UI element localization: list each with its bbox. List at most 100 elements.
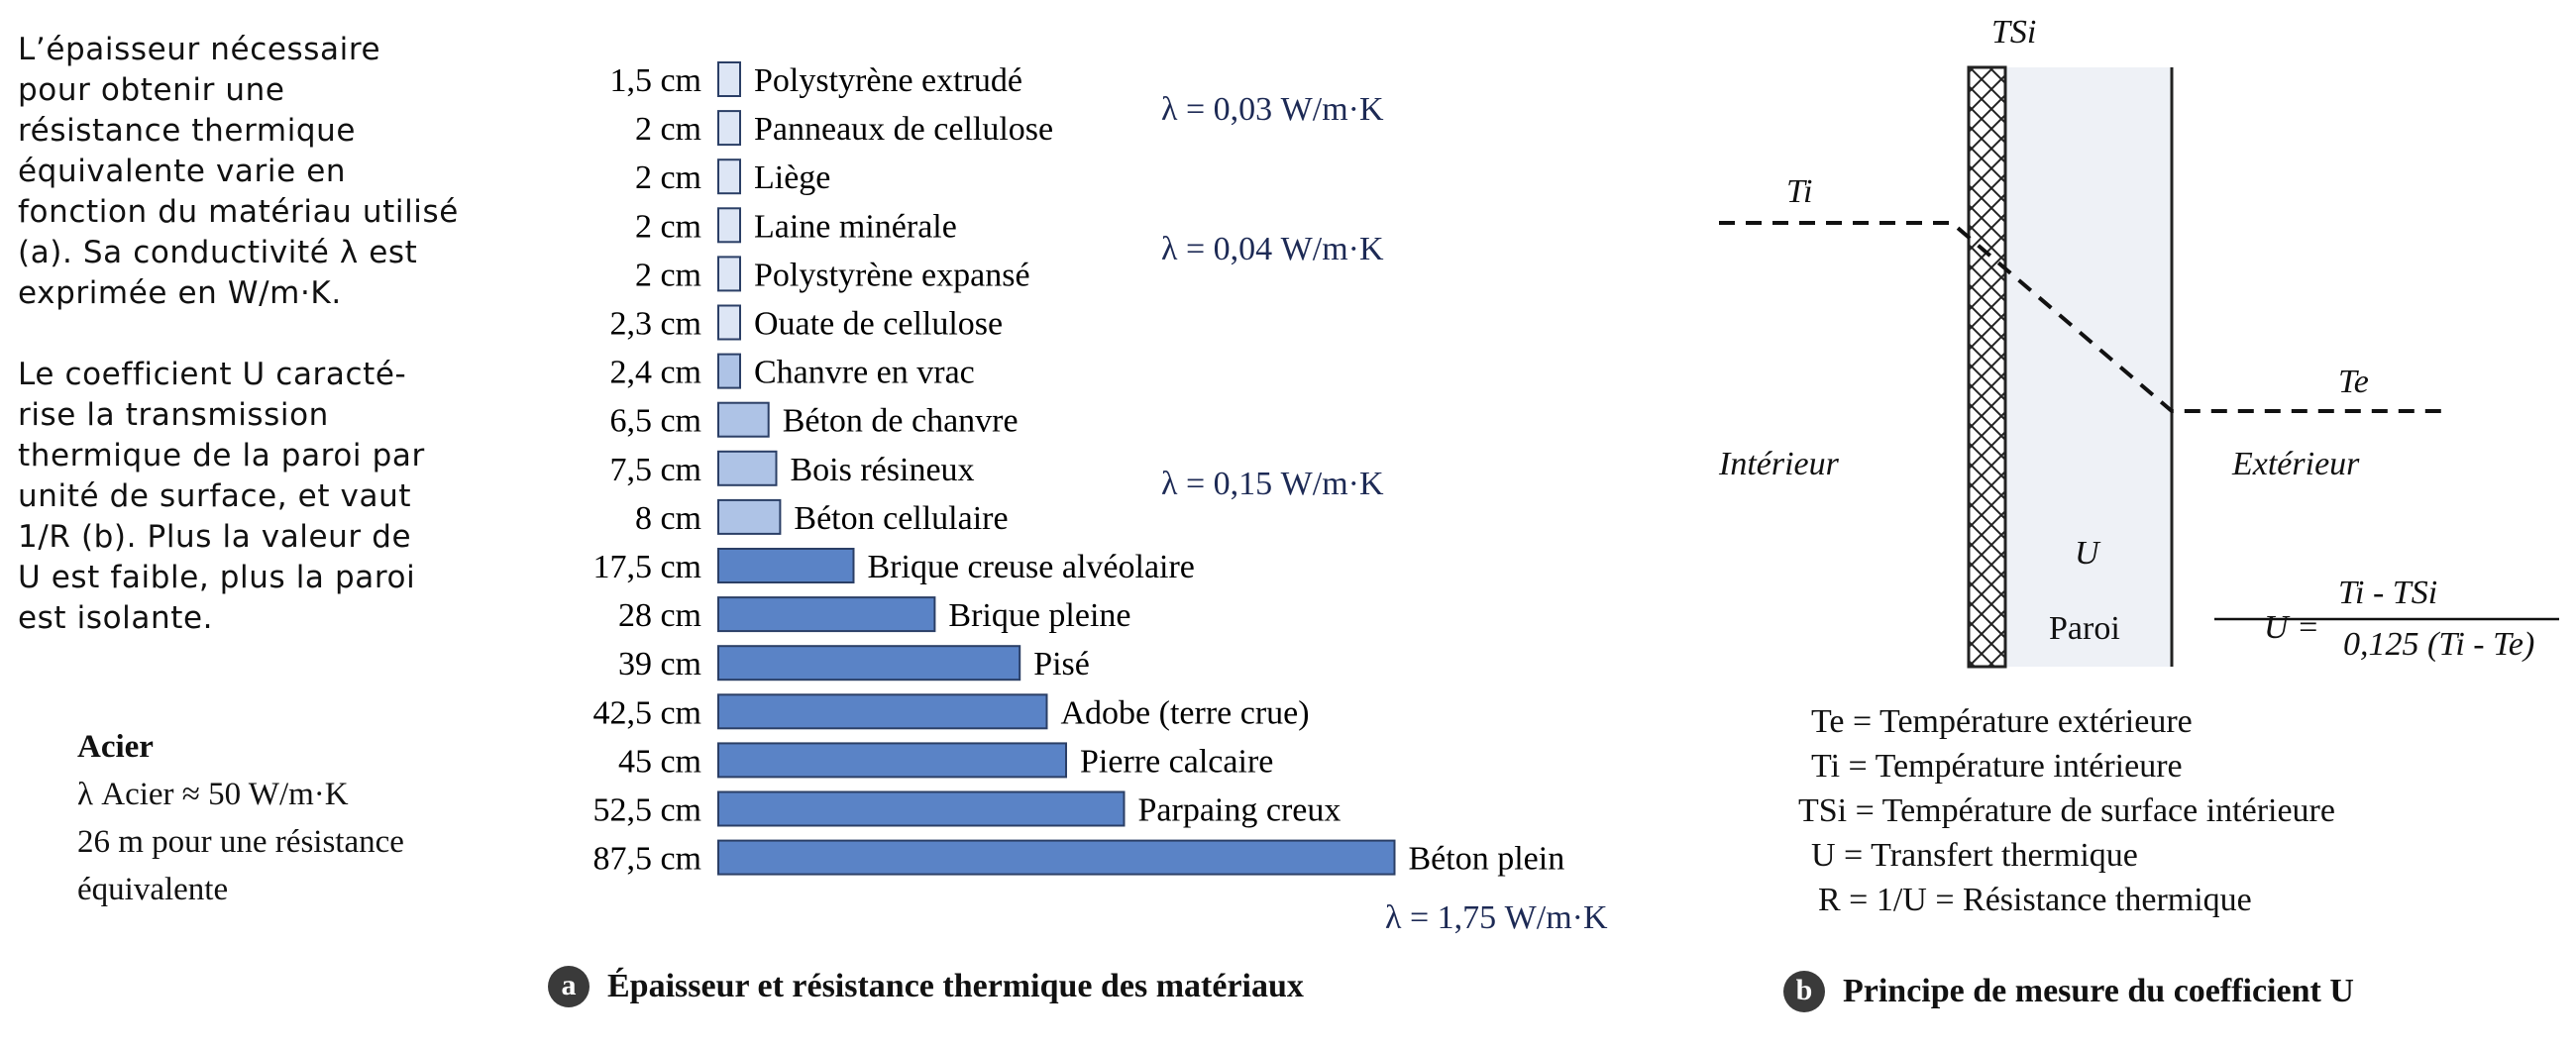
- steel-title: Acier: [77, 729, 154, 765]
- bar-12: [717, 645, 1021, 682]
- value-label-9: 8 cm: [635, 500, 701, 537]
- intro-p2-line-2: thermique de la paroi par: [18, 438, 425, 473]
- category-label-9: Béton cellulaire: [794, 500, 1008, 537]
- intro-p2-line-6: est isolante.: [18, 600, 214, 636]
- bar-16: [717, 839, 1396, 876]
- bar-0: [717, 61, 741, 97]
- value-label-10: 17,5 cm: [592, 549, 701, 585]
- category-label-8: Bois résineux: [791, 452, 975, 488]
- bar-5: [717, 304, 741, 341]
- insulation-layer: [1967, 65, 2007, 669]
- category-label-4: Polystyrène expansé: [754, 257, 1030, 293]
- legend-ti: Ti = Température intérieure: [1811, 748, 2183, 785]
- formula-lhs: U =: [2264, 609, 2319, 646]
- bar-4: [717, 256, 741, 292]
- bar-7: [717, 401, 770, 438]
- u-label: U: [2075, 535, 2099, 572]
- bar-9: [717, 498, 782, 535]
- lambda-note-1: λ = 0,03 W/m·K: [1161, 91, 1384, 128]
- category-label-13: Adobe (terre crue): [1061, 694, 1310, 731]
- intro-p2-line-0: Le coefficient U caracté-: [18, 357, 407, 392]
- intro-p1-line-1: pour obtenir une: [18, 72, 285, 108]
- steel-line-2: 26 m pour une résistance: [77, 824, 404, 860]
- bar-3: [717, 207, 741, 244]
- category-label-5: Ouate de cellulose: [754, 306, 1003, 343]
- category-label-0: Polystyrène extrudé: [754, 62, 1022, 99]
- category-label-15: Parpaing creux: [1138, 792, 1342, 829]
- value-label-14: 45 cm: [618, 743, 701, 780]
- value-label-6: 2,4 cm: [609, 355, 701, 391]
- lambda-note-2: λ = 0,04 W/m·K: [1161, 231, 1384, 267]
- category-label-12: Pisé: [1033, 646, 1090, 682]
- category-label-1: Panneaux de cellulose: [754, 111, 1053, 148]
- wall-label: Paroi: [2049, 610, 2120, 647]
- intro-p1-line-0: L’épaisseur nécessaire: [18, 32, 381, 67]
- intro-p2-line-3: unité de surface, et vaut: [18, 478, 412, 514]
- bar-10: [717, 548, 855, 583]
- bar-14: [717, 742, 1067, 779]
- category-label-16: Béton plein: [1409, 841, 1565, 878]
- tsi-label: TSi: [1991, 14, 2036, 52]
- value-label-8: 7,5 cm: [609, 452, 701, 488]
- tsi-label-text: TSi: [1991, 14, 2037, 51]
- lambda-note-4: λ = 1,75 W/m·K: [1385, 899, 1608, 936]
- category-label-2: Liège: [754, 159, 830, 196]
- intro-p2-line-1: rise la transmission: [18, 397, 329, 433]
- intro-p1-line-4: fonction du matériau utilisé: [18, 194, 459, 230]
- bar-2: [717, 158, 741, 195]
- bar-8: [717, 450, 778, 486]
- intro-p1-line-3: équivalente varie en: [18, 154, 347, 189]
- value-label-0: 1,5 cm: [609, 62, 701, 99]
- value-label-7: 6,5 cm: [609, 403, 701, 440]
- caption-b: b Principe de mesure du coefficient U: [1783, 971, 2354, 1012]
- caption-a-badge: a: [548, 966, 590, 1007]
- category-label-6: Chanvre en vrac: [754, 355, 975, 391]
- category-label-10: Brique creuse alvéolaire: [868, 549, 1195, 585]
- bar-13: [717, 693, 1048, 730]
- category-label-14: Pierre calcaire: [1080, 743, 1273, 780]
- value-label-12: 39 cm: [618, 646, 701, 682]
- value-label-15: 52,5 cm: [592, 792, 701, 829]
- legend-r: R = 1/U = Résistance thermique: [1818, 882, 2252, 918]
- value-label-1: 2 cm: [635, 111, 701, 148]
- category-label-11: Brique pleine: [948, 597, 1130, 634]
- formula-numerator: Ti - TSi: [2338, 575, 2438, 611]
- exterior-label: Extérieur: [2232, 446, 2360, 482]
- value-label-4: 2 cm: [635, 257, 701, 293]
- intro-p2-line-5: U est faible, plus la paroi: [18, 560, 416, 595]
- category-label-3: Laine minérale: [754, 208, 957, 245]
- formula-denominator: 0,125 (Ti - Te): [2343, 626, 2535, 663]
- value-label-16: 87,5 cm: [592, 841, 701, 878]
- intro-p1-line-2: résistance thermique: [18, 113, 357, 149]
- caption-a: a Épaisseur et résistance thermique des …: [548, 966, 1304, 1007]
- value-label-3: 2 cm: [635, 208, 701, 245]
- value-label-5: 2,3 cm: [609, 306, 701, 343]
- wall-diagram: [1719, 65, 2559, 669]
- intro-p2-line-4: 1/R (b). Plus la valeur de: [18, 519, 412, 555]
- legend-te: Te = Température extérieure: [1811, 703, 2193, 740]
- caption-b-badge: b: [1783, 971, 1825, 1012]
- steel-note: Acier λ Acier ≈ 50 W/m·K 26 m pour une r…: [77, 723, 553, 913]
- intro-text: L’épaisseur nécessaire pour obtenir une ré…: [18, 30, 523, 680]
- te-label: Te: [2338, 364, 2369, 400]
- intro-paragraph-1: L’épaisseur nécessaire pour obtenir une ré…: [18, 30, 523, 314]
- bar-1: [717, 110, 741, 147]
- caption-b-text: Principe de mesure du coefficient U: [1843, 973, 2354, 1009]
- intro-paragraph-2: Le coefficient U caracté-rise la transmi…: [18, 355, 523, 639]
- lambda-note-3: λ = 0,15 W/m·K: [1161, 466, 1384, 502]
- caption-a-text: Épaisseur et résistance thermique des ma…: [607, 968, 1304, 1004]
- value-label-13: 42,5 cm: [592, 694, 701, 731]
- value-label-2: 2 cm: [635, 159, 701, 196]
- temperature-profile: [1719, 221, 2442, 413]
- steel-line-3: équivalente: [77, 872, 229, 907]
- intro-p1-line-5: (a). Sa conductivité λ est: [18, 235, 418, 270]
- category-label-7: Béton de chanvre: [783, 403, 1019, 440]
- steel-lambda: λ Acier ≈ 50 W/m·K: [77, 777, 349, 812]
- interior-label: Intérieur: [1719, 446, 1839, 482]
- wall-body: [2005, 67, 2172, 667]
- bar-chart: 1,5 cm Polystyrène extrudé 2 cm Panneaux de…: [592, 61, 1565, 878]
- legend-u: U = Transfert thermique: [1811, 837, 2138, 874]
- bar-11: [717, 596, 936, 633]
- bar-15: [717, 790, 1126, 827]
